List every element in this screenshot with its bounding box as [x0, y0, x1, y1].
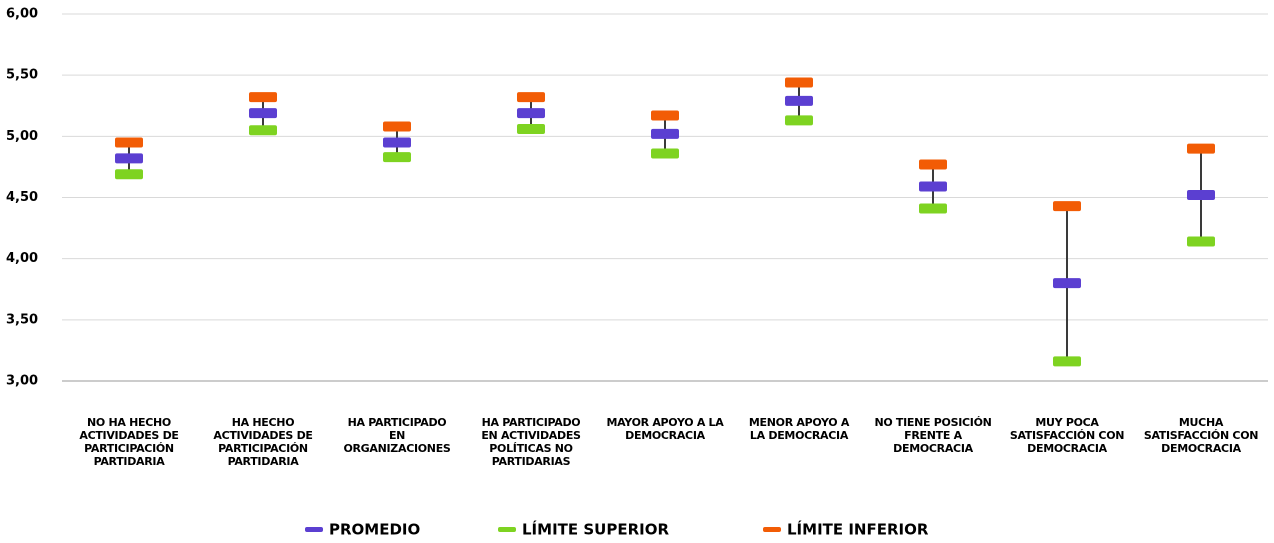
y-tick-label: 5,50: [6, 68, 38, 83]
marker: [1187, 143, 1215, 154]
marker: [1053, 356, 1081, 367]
marker: [1053, 278, 1081, 289]
marker: [115, 137, 143, 148]
marker: [785, 115, 813, 126]
x-tick-label: NO TIENE POSICIÓN FRENTE A DEMOCRACIA: [874, 416, 992, 455]
marker: [115, 153, 143, 164]
marker: [919, 203, 947, 214]
y-tick-label: 4,50: [6, 190, 38, 205]
marker: [249, 92, 277, 103]
y-tick-label: 5,00: [6, 129, 38, 144]
x-tick-label: MUCHA SATISFACCIÓN CON DEMOCRACIA: [1143, 416, 1259, 455]
legend-swatch: [763, 527, 781, 532]
marker: [249, 125, 277, 136]
legend-label: PROMEDIO: [329, 521, 420, 539]
legend-swatch: [305, 527, 323, 532]
y-tick-label: 3,50: [6, 312, 38, 327]
marker: [651, 110, 679, 121]
marker: [115, 169, 143, 180]
marker: [919, 159, 947, 170]
x-tick-label: HA PARTICIPADO EN ORGANIZACIONES: [343, 416, 451, 455]
x-tick-label: NO HA HECHO ACTIVIDADES DE PARTICIPACIÓN…: [79, 416, 179, 468]
y-tick-label: 3,00: [6, 374, 38, 389]
legend-label: LÍMITE SUPERIOR: [522, 520, 669, 539]
x-tick-label: MENOR APOYO A LA DEMOCRACIA: [748, 416, 850, 442]
y-tick-label: 4,00: [6, 251, 38, 266]
marker: [1053, 201, 1081, 212]
marker: [517, 92, 545, 103]
marker: [249, 108, 277, 119]
legend-swatch: [498, 527, 516, 532]
y-tick-label: 6,00: [6, 7, 38, 22]
marker: [383, 121, 411, 132]
marker: [383, 137, 411, 148]
x-tick-label: MAYOR APOYO A LA DEMOCRACIA: [606, 416, 724, 442]
marker: [785, 95, 813, 106]
marker: [785, 77, 813, 88]
marker: [383, 152, 411, 163]
marker: [1187, 190, 1215, 201]
marker: [651, 128, 679, 139]
legend-label: LÍMITE INFERIOR: [787, 520, 929, 539]
marker: [517, 123, 545, 134]
marker: [651, 148, 679, 159]
x-tick-label: MUY POCA SATISFACCIÓN CON DEMOCRACIA: [1009, 416, 1125, 455]
x-tick-label: HA HECHO ACTIVIDADES DE PARTICIPACIÓN PA…: [213, 416, 313, 468]
x-tick-label: HA PARTICIPADO EN ACTIVIDADES POLÍTICAS …: [481, 416, 581, 468]
marker: [1187, 236, 1215, 247]
marker: [919, 181, 947, 192]
marker: [517, 108, 545, 119]
